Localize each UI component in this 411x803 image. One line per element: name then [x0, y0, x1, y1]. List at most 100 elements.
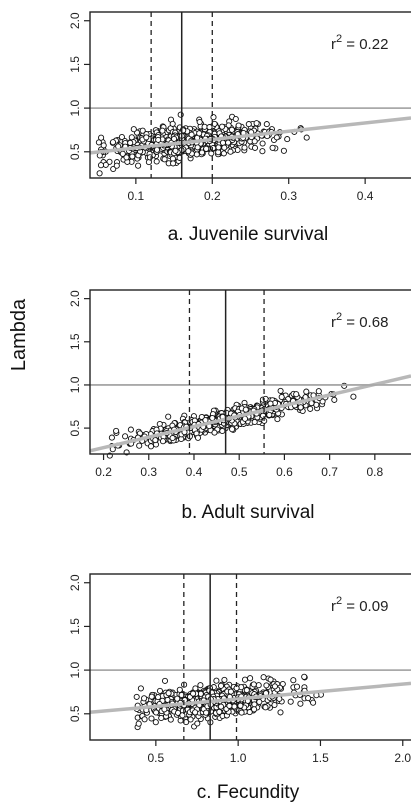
data-point — [122, 433, 129, 440]
data-point — [293, 683, 301, 690]
panel-adult-survival: 0.2 0.3 0.4 0.5 0.6 0.7 0.8 0.5 1.0 1.5 2.0 r2 = … — [68, 289, 411, 523]
data-point — [203, 145, 210, 152]
r-squared-annotation: r2 = 0.68 — [331, 311, 388, 331]
data-point — [113, 162, 120, 169]
plot-frame — [89, 573, 411, 741]
data-point — [273, 134, 280, 141]
data-point — [287, 698, 294, 705]
y-tick-label: 2.0 — [68, 574, 82, 591]
plot-frame — [89, 11, 411, 179]
data-point — [263, 121, 270, 128]
y-tick-label: 1.5 — [68, 333, 82, 350]
data-point — [263, 682, 270, 689]
data-point — [159, 438, 167, 445]
data-point — [232, 115, 239, 123]
x-axis: 0.2 0.3 0.4 0.5 0.6 0.7 0.8 — [95, 454, 383, 479]
data-point — [243, 687, 250, 694]
x-tick-label: 0.2 — [95, 465, 112, 479]
x-tick-label: 0.7 — [321, 465, 338, 479]
data-point — [235, 122, 242, 129]
data-point — [303, 134, 310, 141]
data-point — [250, 681, 257, 688]
data-point — [169, 120, 176, 127]
data-point — [241, 144, 248, 151]
data-point — [210, 145, 217, 152]
data-point — [251, 706, 258, 713]
data-point — [158, 714, 165, 722]
data-point — [245, 121, 252, 128]
data-point — [176, 686, 183, 693]
data-point — [98, 134, 105, 141]
data-point — [251, 144, 259, 151]
data-point — [227, 148, 234, 155]
x-axis: 0.5 1.0 1.5 2.0 — [148, 740, 411, 765]
data-point — [193, 151, 200, 158]
data-point — [260, 674, 267, 681]
x-tick-label: 0.4 — [357, 189, 374, 203]
data-point — [194, 144, 201, 151]
data-point — [251, 418, 258, 426]
data-point — [177, 111, 184, 118]
x-tick-label: 1.5 — [312, 751, 329, 765]
data-point — [206, 124, 213, 131]
data-point — [201, 123, 208, 130]
data-point — [297, 700, 304, 707]
data-point — [167, 716, 174, 723]
panel-caption: b. Adult survival — [181, 502, 314, 523]
scatter-points — [106, 382, 357, 459]
data-point — [267, 676, 274, 683]
r-squared-annotation: r2 = 0.09 — [331, 595, 388, 615]
data-point — [96, 170, 103, 177]
panel-juvenile-survival: 0.1 0.2 0.3 0.4 0.5 1.0 1.5 2.0 r2 = 0.22 a. J… — [68, 11, 411, 245]
data-point — [217, 703, 225, 710]
data-point — [226, 702, 233, 709]
data-point — [194, 434, 202, 441]
y-axis: 0.5 1.0 1.5 2.0 — [68, 290, 90, 436]
data-point — [136, 442, 143, 449]
data-point — [290, 677, 297, 684]
data-point — [277, 387, 284, 394]
data-point — [203, 709, 210, 716]
data-point — [130, 126, 137, 133]
data-point — [221, 144, 228, 151]
data-point — [159, 127, 166, 134]
data-point — [185, 148, 192, 155]
y-tick-label: 2.0 — [68, 290, 82, 307]
data-point — [238, 709, 245, 716]
data-point — [198, 149, 206, 156]
data-point — [247, 675, 254, 682]
data-point — [161, 706, 168, 713]
data-point — [284, 136, 291, 143]
data-point — [256, 698, 263, 705]
data-point — [192, 709, 199, 716]
data-point — [219, 123, 226, 130]
data-point — [227, 688, 234, 695]
data-point — [241, 676, 249, 683]
data-point — [350, 393, 357, 400]
data-point — [237, 702, 244, 709]
data-point — [155, 136, 162, 143]
data-point — [293, 391, 300, 398]
data-point — [271, 683, 278, 690]
x-tick-label: 0.3 — [140, 465, 157, 479]
x-tick-label: 1.0 — [230, 751, 247, 765]
data-point — [113, 427, 120, 434]
data-point — [219, 427, 226, 435]
data-point — [242, 406, 249, 413]
data-point — [297, 404, 304, 411]
data-point — [153, 709, 160, 716]
y-axis-label: Lambda — [8, 298, 30, 371]
data-point — [133, 693, 140, 700]
data-point — [262, 704, 269, 711]
y-tick-label: 0.5 — [68, 419, 82, 436]
data-point — [137, 685, 144, 692]
regression-line — [89, 374, 411, 453]
data-point — [310, 699, 317, 706]
x-tick-label: 0.2 — [204, 189, 221, 203]
data-point — [127, 426, 134, 433]
y-tick-label: 0.5 — [68, 143, 82, 160]
data-point — [255, 682, 262, 689]
x-tick-label: 0.5 — [148, 751, 165, 765]
data-point — [267, 400, 274, 407]
